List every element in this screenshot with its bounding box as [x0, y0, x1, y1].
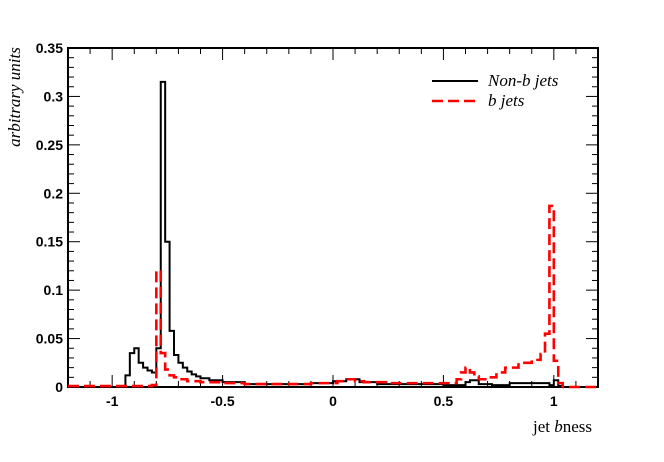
- x-tick-label: 0.5: [434, 393, 454, 409]
- y-axis-title: arbitrary units: [5, 47, 24, 147]
- y-tick-label: 0.35: [36, 40, 63, 56]
- axes: -1 -0.5 0 0.5 1 0 0.05 0.1 0.15 0.2 0.25 0.3 0.35: [36, 40, 599, 409]
- series-layer: [68, 80, 598, 389]
- series-b-jets-line: [68, 204, 598, 389]
- legend-label: b jets: [488, 91, 525, 110]
- x-axis-title: jet bness: [532, 417, 592, 436]
- y-tick-label: 0.05: [36, 331, 63, 347]
- y-tick-label: 0.15: [36, 234, 63, 250]
- y-tick-label: 0.25: [36, 137, 63, 153]
- y-tick-label: 0.3: [44, 88, 64, 104]
- y-tick-label: 0: [55, 379, 63, 395]
- x-tick-label: 1: [550, 393, 558, 409]
- x-tick-label: -1: [106, 393, 119, 409]
- x-tick-label: 0: [329, 393, 337, 409]
- legend-label: Non-b jets: [487, 71, 559, 90]
- series-non-b-jets-line: [68, 80, 598, 388]
- y-tick-label: 0.1: [44, 282, 64, 298]
- x-tick-label: -0.5: [211, 393, 235, 409]
- y-tick-label: 0.2: [44, 185, 64, 201]
